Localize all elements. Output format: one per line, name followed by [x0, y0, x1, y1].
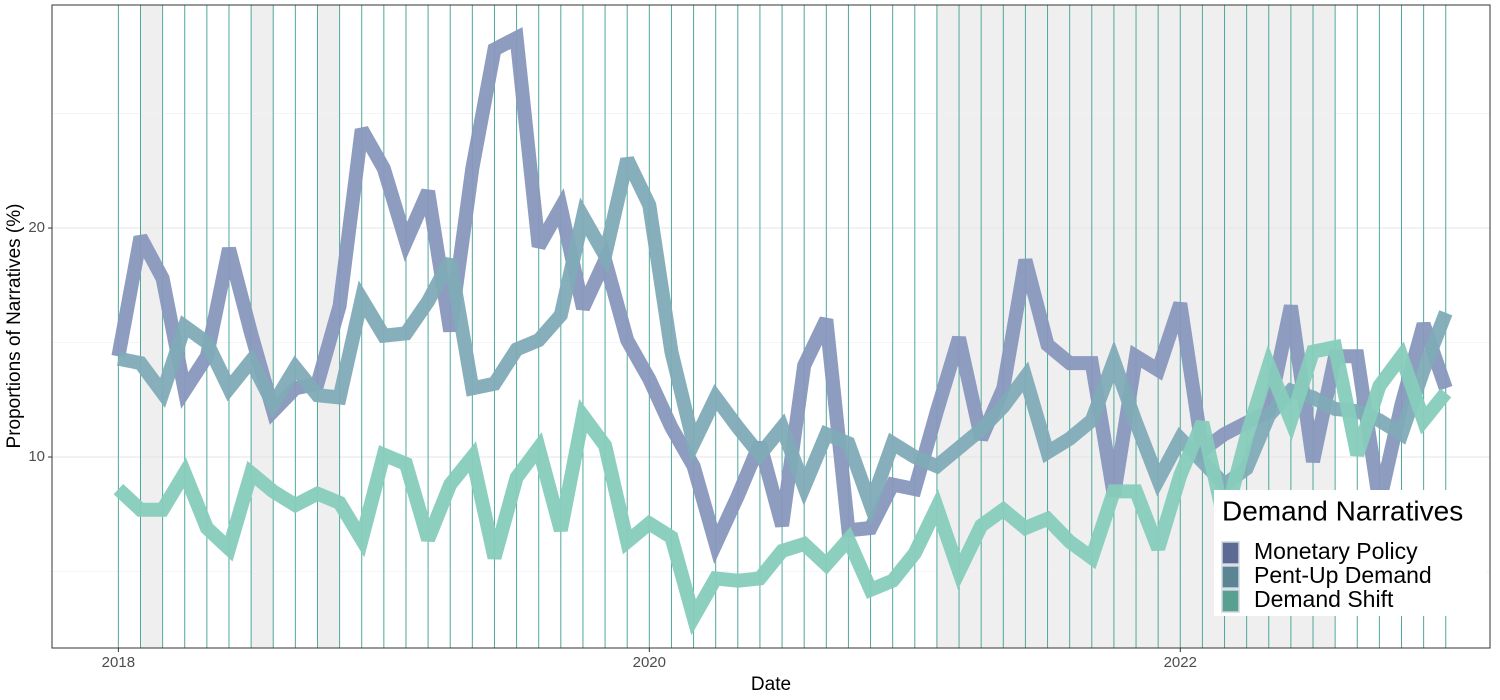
y-axis-title: Proportions of Narratives (%) [4, 204, 25, 449]
y-tick-label: 20 [28, 219, 45, 236]
legend-label: Pent-Up Demand [1254, 562, 1432, 588]
panel-border [51, 4, 1491, 649]
shaded-period [140, 5, 163, 648]
legend-background [1214, 490, 1486, 616]
series-line [111, 27, 1453, 565]
legend-key [1221, 565, 1240, 589]
legend-label: Monetary Policy [1254, 538, 1418, 564]
x-axis-title: Date [751, 674, 791, 695]
legend-key [1221, 541, 1240, 565]
series-line [117, 156, 1453, 526]
legend-label: Demand Shift [1254, 586, 1394, 612]
x-tick-label: 2022 [1164, 654, 1197, 671]
legend: Demand Narratives Monetary PolicyPent-Up … [1214, 490, 1486, 616]
legend-key [1221, 589, 1240, 613]
legend-title: Demand Narratives [1222, 495, 1463, 526]
x-tick-label: 2020 [633, 654, 666, 671]
y-tick-label: 10 [28, 448, 45, 465]
x-tick-label: 2018 [102, 654, 135, 671]
